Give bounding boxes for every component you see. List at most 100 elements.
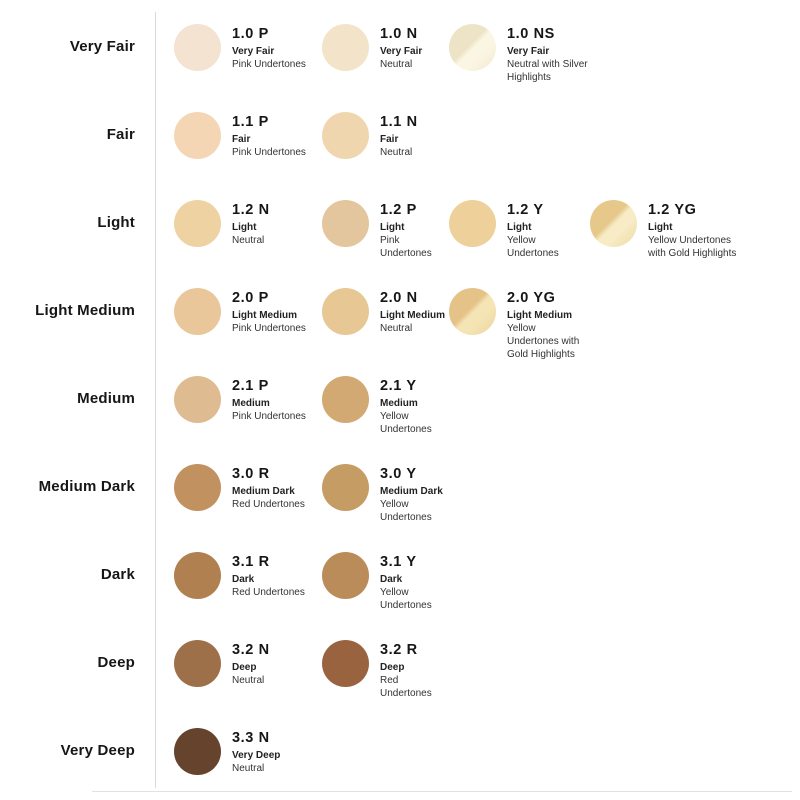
shade-undertone: Neutral with Silver Highlights bbox=[507, 59, 588, 83]
shade-undertone: Pink Undertones bbox=[232, 59, 306, 70]
shade-swatch bbox=[322, 464, 369, 511]
shade-code: 1.2 P bbox=[380, 202, 417, 218]
shade-code: 3.1 R bbox=[232, 554, 270, 570]
shade-swatch-cell: 2.1 P Medium Pink Undertones bbox=[174, 356, 322, 436]
shade-undertone: Pink Undertones bbox=[232, 147, 306, 158]
shade-cells: 2.0 P Light Medium Pink Undertones 2.0 N… bbox=[174, 268, 590, 361]
shade-row: Very Deep 3.3 N Very Deep Neutral bbox=[0, 708, 800, 796]
shade-text: 1.1 N Fair Neutral bbox=[380, 112, 418, 159]
shade-swatch-cell: 1.1 N Fair Neutral bbox=[322, 92, 449, 159]
shade-text: 1.2 N Light Neutral bbox=[232, 200, 270, 260]
shade-code: 2.1 P bbox=[232, 378, 269, 394]
shade-name: Light bbox=[507, 222, 532, 233]
shade-text: 3.2 R Deep Red Undertones bbox=[380, 640, 449, 700]
shade-cells: 3.3 N Very Deep Neutral bbox=[174, 708, 322, 775]
shade-text: 2.0 N Light Medium Neutral bbox=[380, 288, 445, 361]
shade-row: Very Fair 1.0 P Very Fair Pink Undertone… bbox=[0, 4, 800, 92]
shade-row: Light 1.2 N Light Neutral 1.2 P Light Pi… bbox=[0, 180, 800, 268]
shade-row: Medium Dark 3.0 R Medium Dark Red Undert… bbox=[0, 444, 800, 532]
shade-name: Light bbox=[380, 222, 405, 233]
shade-text: 3.2 N Deep Neutral bbox=[232, 640, 270, 700]
shade-swatch bbox=[174, 112, 221, 159]
shade-swatch bbox=[322, 24, 369, 71]
shade-row: Dark 3.1 R Dark Red Undertones 3.1 Y Dar… bbox=[0, 532, 800, 620]
shade-text: 2.1 Y Medium Yellow Undertones bbox=[380, 376, 449, 436]
shade-text: 2.0 P Light Medium Pink Undertones bbox=[232, 288, 306, 361]
shade-name: Fair bbox=[380, 134, 399, 145]
shade-code: 1.0 N bbox=[380, 26, 418, 42]
shade-code: 1.2 Y bbox=[507, 202, 544, 218]
shade-text: 3.1 R Dark Red Undertones bbox=[232, 552, 305, 612]
shade-swatch-cell: 3.0 Y Medium Dark Yellow Undertones bbox=[322, 444, 449, 524]
shade-row: Light Medium 2.0 P Light Medium Pink Und… bbox=[0, 268, 800, 360]
shade-swatch-cell: 1.0 N Very Fair Neutral bbox=[322, 4, 449, 84]
shade-text: 3.0 R Medium Dark Red Undertones bbox=[232, 464, 305, 524]
shade-name: Very Fair bbox=[507, 46, 550, 57]
shade-undertone: Pink Undertones bbox=[380, 235, 432, 259]
shade-name: Medium Dark bbox=[380, 486, 443, 497]
shade-text: 1.0 N Very Fair Neutral bbox=[380, 24, 422, 84]
shade-swatch bbox=[174, 288, 221, 335]
shade-row: Fair 1.1 P Fair Pink Undertones 1.1 N Fa… bbox=[0, 92, 800, 180]
row-label: Medium bbox=[77, 390, 135, 407]
shade-row: Medium 2.1 P Medium Pink Undertones 2.1 … bbox=[0, 356, 800, 444]
shade-text: 3.1 Y Dark Yellow Undertones bbox=[380, 552, 449, 612]
shade-name: Deep bbox=[380, 662, 405, 673]
shade-swatch-gold-highlight bbox=[449, 288, 496, 335]
shade-name: Deep bbox=[232, 662, 257, 673]
shade-undertone: Neutral bbox=[232, 235, 265, 246]
shade-swatch-cell: 1.2 Y Light Yellow Undertones bbox=[449, 180, 590, 260]
shade-code: 3.0 R bbox=[232, 466, 270, 482]
shade-code: 1.2 YG bbox=[648, 202, 697, 218]
shade-row: Deep 3.2 N Deep Neutral 3.2 R Deep Red U… bbox=[0, 620, 800, 708]
shade-name: Light Medium bbox=[380, 310, 445, 321]
shade-swatch-cell: 3.3 N Very Deep Neutral bbox=[174, 708, 322, 775]
shade-swatch-cell: 3.1 R Dark Red Undertones bbox=[174, 532, 322, 612]
shade-swatch-cell: 3.2 R Deep Red Undertones bbox=[322, 620, 449, 700]
shade-swatch-cell: 2.0 P Light Medium Pink Undertones bbox=[174, 268, 322, 361]
shade-cells: 3.1 R Dark Red Undertones 3.1 Y Dark Yel… bbox=[174, 532, 449, 612]
shade-swatch bbox=[449, 200, 496, 247]
shade-undertone: Red Undertones bbox=[232, 499, 305, 510]
shade-swatch bbox=[322, 640, 369, 687]
shade-swatch bbox=[322, 288, 369, 335]
shade-undertone: Red Undertones bbox=[232, 587, 305, 598]
shade-swatch-cell: 1.2 N Light Neutral bbox=[174, 180, 322, 260]
shade-text: 1.2 Y Light Yellow Undertones bbox=[507, 200, 590, 260]
shade-name: Light bbox=[648, 222, 673, 233]
shade-swatch-cell: 1.1 P Fair Pink Undertones bbox=[174, 92, 322, 159]
shade-swatch-cell: 3.1 Y Dark Yellow Undertones bbox=[322, 532, 449, 612]
shade-name: Dark bbox=[232, 574, 255, 585]
shade-code: 3.2 R bbox=[380, 642, 418, 658]
shade-text: 3.0 Y Medium Dark Yellow Undertones bbox=[380, 464, 449, 524]
shade-code: 1.0 P bbox=[232, 26, 269, 42]
shade-rows: Very Fair 1.0 P Very Fair Pink Undertone… bbox=[0, 4, 800, 796]
shade-swatch bbox=[174, 200, 221, 247]
shade-code: 3.0 Y bbox=[380, 466, 417, 482]
shade-name: Light Medium bbox=[232, 310, 297, 321]
shade-cells: 3.0 R Medium Dark Red Undertones 3.0 Y M… bbox=[174, 444, 449, 524]
shade-code: 2.0 YG bbox=[507, 290, 556, 306]
shade-name: Light bbox=[232, 222, 257, 233]
shade-cells: 1.2 N Light Neutral 1.2 P Light Pink Und… bbox=[174, 180, 750, 260]
shade-swatch bbox=[322, 552, 369, 599]
shade-code: 3.3 N bbox=[232, 730, 270, 746]
shade-cells: 1.1 P Fair Pink Undertones 1.1 N Fair Ne… bbox=[174, 92, 449, 159]
shade-code: 2.0 P bbox=[232, 290, 269, 306]
shade-undertone: Neutral bbox=[232, 675, 265, 686]
shade-name: Medium bbox=[380, 398, 418, 409]
shade-swatch bbox=[174, 728, 221, 775]
row-label: Dark bbox=[100, 566, 135, 583]
shade-undertone: Neutral bbox=[380, 147, 413, 158]
shade-cells: 1.0 P Very Fair Pink Undertones 1.0 N Ve… bbox=[174, 4, 590, 84]
shade-swatch-cell: 2.0 YG Light Medium Yellow Undertones wi… bbox=[449, 268, 590, 361]
shade-cells: 3.2 N Deep Neutral 3.2 R Deep Red Undert… bbox=[174, 620, 449, 700]
shade-text: 1.2 YG Light Yellow Undertones with Gold… bbox=[648, 200, 750, 260]
vertical-divider bbox=[155, 12, 156, 788]
shade-name: Medium Dark bbox=[232, 486, 295, 497]
row-label: Very Deep bbox=[60, 742, 135, 759]
shade-text: 3.3 N Very Deep Neutral bbox=[232, 728, 280, 775]
row-label: Light bbox=[97, 214, 135, 231]
shade-cells: 2.1 P Medium Pink Undertones 2.1 Y Mediu… bbox=[174, 356, 449, 436]
shade-swatch-cell: 3.0 R Medium Dark Red Undertones bbox=[174, 444, 322, 524]
